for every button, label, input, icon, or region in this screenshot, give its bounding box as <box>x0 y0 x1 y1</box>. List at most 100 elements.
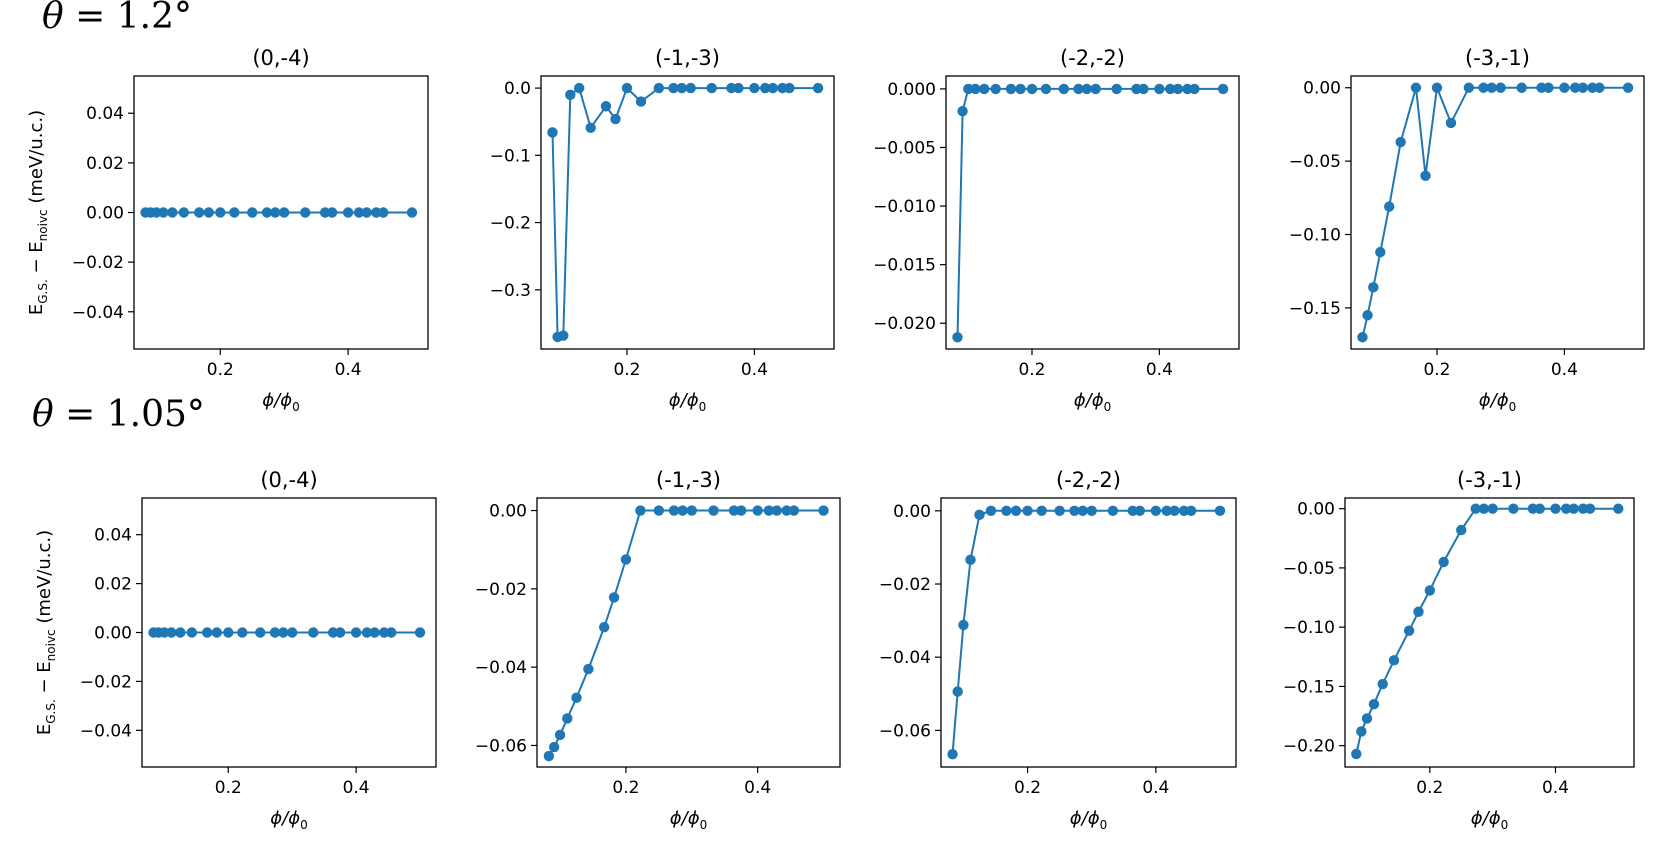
data-point <box>1077 505 1088 517</box>
data-point <box>947 748 958 760</box>
x-tick-label: 0.2 <box>1416 778 1443 798</box>
data-point <box>585 122 596 133</box>
x-tick-label: 0.2 <box>613 360 640 380</box>
data-point <box>979 83 990 95</box>
data-point <box>1445 117 1457 129</box>
data-point <box>1217 83 1229 95</box>
data-point <box>158 207 169 218</box>
data-point <box>571 692 582 703</box>
data-point <box>781 505 792 516</box>
x-tick-label: 0.4 <box>744 778 771 798</box>
data-point <box>1161 505 1172 517</box>
data-point <box>1478 82 1489 93</box>
data-point <box>760 82 771 94</box>
y-tick-label: −0.3 <box>490 281 531 301</box>
axes-frame <box>1350 75 1645 350</box>
row-title-theta-1-2: θ = 1.2° <box>42 0 192 37</box>
y-tick-label: 0.04 <box>86 104 124 124</box>
y-tick-label: 0.00 <box>489 502 527 522</box>
data-point <box>990 83 1001 95</box>
axes-frame <box>945 75 1240 350</box>
data-point <box>308 627 319 638</box>
y-tick-label: −0.020 <box>873 314 936 334</box>
series-line <box>548 509 824 757</box>
data-point <box>1377 678 1388 690</box>
data-point <box>229 207 240 218</box>
x-tick-label: 0.4 <box>741 360 768 380</box>
data-point <box>1357 332 1368 343</box>
data-point <box>1005 83 1017 95</box>
data-point <box>255 627 266 638</box>
data-point <box>749 82 760 94</box>
x-tick-label: 0.4 <box>335 360 362 380</box>
x-axis-label: ϕ/ϕ0 <box>1479 390 1516 414</box>
data-point <box>1169 505 1180 517</box>
x-tick-label: 0.4 <box>1142 778 1169 798</box>
data-point <box>414 627 426 638</box>
data-point <box>598 622 610 633</box>
data-point <box>1138 83 1149 95</box>
subplot-title: (0,-4) <box>252 46 309 70</box>
data-point <box>1410 82 1422 93</box>
data-point <box>1613 503 1624 514</box>
row-title-theta-1-05: θ = 1.05° <box>32 394 205 435</box>
data-point <box>677 505 688 516</box>
data-point <box>1470 503 1481 514</box>
data-point <box>1560 503 1572 514</box>
data-point <box>334 627 346 638</box>
y-tick-label: −0.015 <box>873 256 936 276</box>
data-point <box>361 627 373 638</box>
data-point <box>1368 698 1380 710</box>
data-point <box>261 207 273 218</box>
data-point <box>1107 505 1119 517</box>
data-point <box>326 207 338 218</box>
data-point <box>1362 310 1373 321</box>
x-tick-label: 0.4 <box>343 778 370 798</box>
data-point <box>1424 585 1436 596</box>
data-point <box>1413 606 1424 617</box>
data-point <box>735 505 747 516</box>
y-tick-label: −0.1 <box>490 146 531 166</box>
data-point <box>1403 625 1415 636</box>
data-point <box>784 82 795 94</box>
data-point <box>270 207 281 218</box>
data-point <box>547 127 558 138</box>
data-point <box>1559 82 1570 93</box>
data-point <box>685 82 696 94</box>
data-point <box>167 207 178 218</box>
data-point <box>1456 524 1467 536</box>
y-tick-label: 0.00 <box>1297 500 1335 520</box>
data-point <box>369 627 380 638</box>
y-tick-label: −0.2 <box>490 214 531 234</box>
data-point <box>1040 83 1052 95</box>
data-point <box>548 741 560 753</box>
y-tick-label: −0.005 <box>873 138 936 158</box>
data-point <box>223 627 234 638</box>
x-axis-label: ϕ/ϕ0 <box>1074 390 1111 414</box>
y-tick-label: −0.15 <box>1283 677 1335 697</box>
data-point <box>353 207 365 218</box>
data-point <box>1036 505 1047 517</box>
y-tick-label: −0.04 <box>80 721 132 741</box>
data-point <box>1054 505 1065 517</box>
series-line <box>956 87 1224 338</box>
data-point <box>610 113 621 125</box>
axes-frame <box>536 497 841 768</box>
subplot-2: (-1,-3) 0.2 0.4 0.0 −0.1 −0.2 −0.3 ϕ/ϕ0 <box>490 46 835 414</box>
data-point <box>1487 503 1498 514</box>
x-axis-label: ϕ/ϕ0 <box>270 808 307 832</box>
y-tick-label: −0.10 <box>1283 618 1335 638</box>
data-point <box>278 627 289 638</box>
subplot-1: (0,-4) 0.2 0.4 0.04 0.02 0.00 −0.02 −0.04 ϕ/ϕ0 EG… <box>26 46 429 414</box>
y-axis-label: EG.S. − Enoivc (meV/u.c.) <box>26 110 50 315</box>
data-point <box>193 207 205 218</box>
axes-frame <box>133 75 429 350</box>
data-point <box>350 627 362 638</box>
y-tick-label: 0.0 <box>504 79 531 99</box>
data-point <box>342 207 354 218</box>
y-tick-label: −0.02 <box>72 253 124 273</box>
subplot-title: (0,-4) <box>260 468 317 492</box>
x-axis-label: ϕ/ϕ0 <box>1471 808 1508 832</box>
data-point <box>1010 505 1022 517</box>
